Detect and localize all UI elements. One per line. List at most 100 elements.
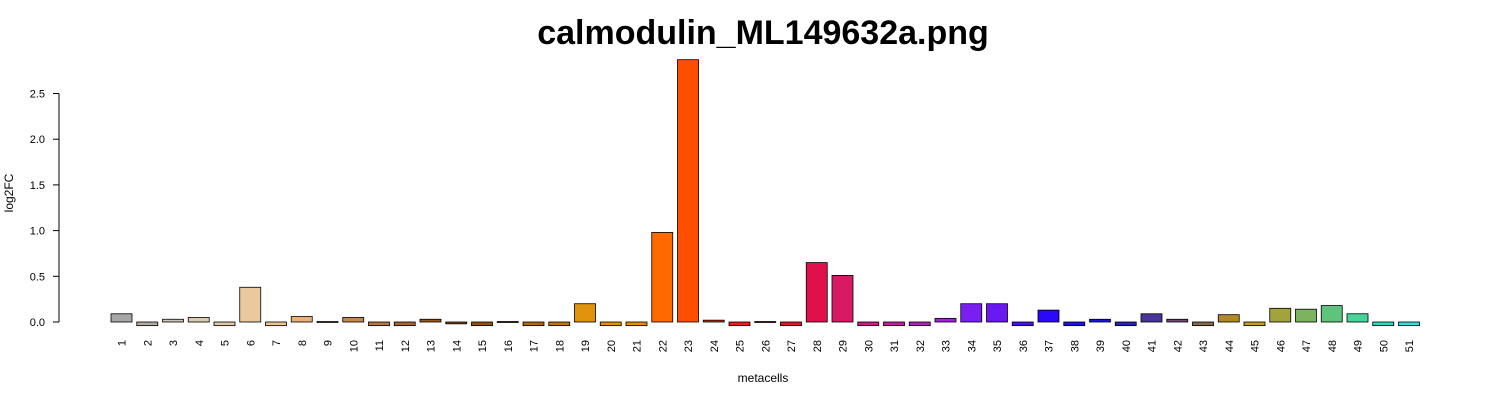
bar-metacell-16 xyxy=(496,321,519,323)
x-tick-label: 28 xyxy=(812,340,824,352)
chart-title: calmodulin_ML149632a.png xyxy=(537,14,989,52)
bar-metacell-11 xyxy=(368,321,390,327)
x-tick-label: 33 xyxy=(941,340,953,352)
bar-metacell-7 xyxy=(265,321,287,327)
x-tick-label: 41 xyxy=(1147,340,1159,352)
x-tick-label: 22 xyxy=(657,340,669,352)
y-axis: 0.0 0.5 1.0 1.5 2.0 2.5 xyxy=(30,89,60,329)
x-tick-label: 17 xyxy=(529,340,541,352)
x-tick-label: 10 xyxy=(348,340,360,352)
x-tick-label: 11 xyxy=(374,340,386,351)
bar-metacell-26 xyxy=(754,321,777,323)
x-tick-label: 40 xyxy=(1121,340,1133,352)
x-tick-label: 27 xyxy=(786,340,798,352)
x-tick-label: 34 xyxy=(966,340,978,352)
x-tick-label: 2 xyxy=(142,340,154,346)
y-tick-label: 2.5 xyxy=(30,89,45,101)
bar-metacell-40 xyxy=(1114,321,1137,327)
bar-metacell-15 xyxy=(471,321,493,327)
bar-metacell-48 xyxy=(1320,305,1343,323)
bar-metacell-32 xyxy=(908,321,931,327)
x-tick-label: 6 xyxy=(245,340,257,346)
y-tick-label: 0.0 xyxy=(30,317,45,329)
bar-metacell-8 xyxy=(290,316,313,323)
x-tick-label: 26 xyxy=(760,340,772,352)
x-tick-label: 50 xyxy=(1378,340,1390,352)
bar-metacell-21 xyxy=(625,321,648,327)
y-tick-label: 0.5 xyxy=(30,271,45,283)
x-tick-label: 29 xyxy=(838,340,850,352)
bar-metacell-14 xyxy=(445,321,468,325)
bar-metacell-27 xyxy=(780,321,802,327)
x-tick-label: 51 xyxy=(1404,340,1416,352)
bar-metacell-36 xyxy=(1011,321,1034,327)
bar-metacell-44 xyxy=(1217,314,1240,323)
x-tick-label: 15 xyxy=(477,340,489,352)
bar-metacell-29 xyxy=(831,274,854,323)
x-tick-label: 49 xyxy=(1353,340,1365,352)
bar-metacell-13 xyxy=(419,318,442,323)
bar-metacell-20 xyxy=(599,321,622,327)
bar-metacell-49 xyxy=(1346,313,1369,323)
bar-metacell-19 xyxy=(574,303,596,323)
bars xyxy=(110,59,1420,327)
x-tick-labels: 1 2 3 4 5 6 7 8 9 10 11 12 13 14 15 16 17 18 19 20 21 22 23 24 2… xyxy=(117,340,1417,352)
x-tick-label: 42 xyxy=(1172,340,1184,352)
x-tick-label: 35 xyxy=(992,340,1004,352)
x-tick-label: 4 xyxy=(194,340,206,346)
x-axis-label: metacells xyxy=(738,371,789,385)
bar-metacell-39 xyxy=(1089,318,1111,323)
bar-metacell-35 xyxy=(986,303,1008,323)
x-tick-label: 12 xyxy=(400,340,412,352)
x-tick-label: 20 xyxy=(606,340,618,352)
bar-metacell-42 xyxy=(1166,318,1189,323)
bar-metacell-17 xyxy=(522,321,545,327)
bar-metacell-50 xyxy=(1372,321,1395,327)
y-tick-label: 1.5 xyxy=(30,180,45,192)
x-tick-label: 19 xyxy=(580,340,592,352)
y-axis-label: log2FC xyxy=(2,173,16,212)
x-tick-label: 45 xyxy=(1250,340,1262,352)
bar-metacell-45 xyxy=(1243,321,1266,327)
bar-metacell-23 xyxy=(677,59,699,323)
bar-metacell-18 xyxy=(548,321,571,327)
bar-metacell-12 xyxy=(393,321,416,327)
bar-metacell-10 xyxy=(342,317,365,323)
bar-metacell-24 xyxy=(702,319,725,323)
x-tick-label: 38 xyxy=(1069,340,1081,352)
x-tick-label: 14 xyxy=(451,340,463,352)
bar-metacell-31 xyxy=(883,321,905,327)
x-tick-label: 43 xyxy=(1198,340,1210,352)
x-tick-label: 13 xyxy=(426,340,438,352)
x-tick-label: 3 xyxy=(168,340,180,346)
x-tick-label: 1 xyxy=(117,340,129,346)
x-tick-label: 44 xyxy=(1224,340,1236,352)
y-tick-label: 2.0 xyxy=(30,134,45,146)
bar-metacell-43 xyxy=(1192,321,1214,327)
x-tick-label: 47 xyxy=(1301,340,1313,352)
x-tick-label: 39 xyxy=(1095,340,1107,352)
bar-metacell-5 xyxy=(213,321,236,327)
x-tick-label: 8 xyxy=(297,340,309,346)
bar-metacell-4 xyxy=(187,317,210,323)
x-tick-label: 37 xyxy=(1044,340,1056,352)
x-tick-label: 48 xyxy=(1327,340,1339,352)
x-tick-label: 18 xyxy=(554,340,566,352)
bar-metacell-37 xyxy=(1037,309,1060,323)
bar-metacell-47 xyxy=(1295,308,1317,323)
x-tick-label: 21 xyxy=(632,340,644,352)
bar-metacell-25 xyxy=(728,321,751,327)
x-tick-label: 32 xyxy=(915,340,927,352)
x-tick-label: 9 xyxy=(323,340,335,346)
bar-metacell-28 xyxy=(805,262,828,323)
bar-metacell-41 xyxy=(1140,313,1163,323)
x-tick-label: 23 xyxy=(683,340,695,352)
bar-metacell-3 xyxy=(162,318,184,323)
y-tick-label: 1.0 xyxy=(30,226,45,238)
bar-metacell-46 xyxy=(1269,307,1292,323)
bar-metacell-2 xyxy=(136,321,159,327)
bar-metacell-51 xyxy=(1398,321,1420,327)
x-tick-label: 5 xyxy=(220,340,232,346)
x-tick-label: 36 xyxy=(1018,340,1030,352)
